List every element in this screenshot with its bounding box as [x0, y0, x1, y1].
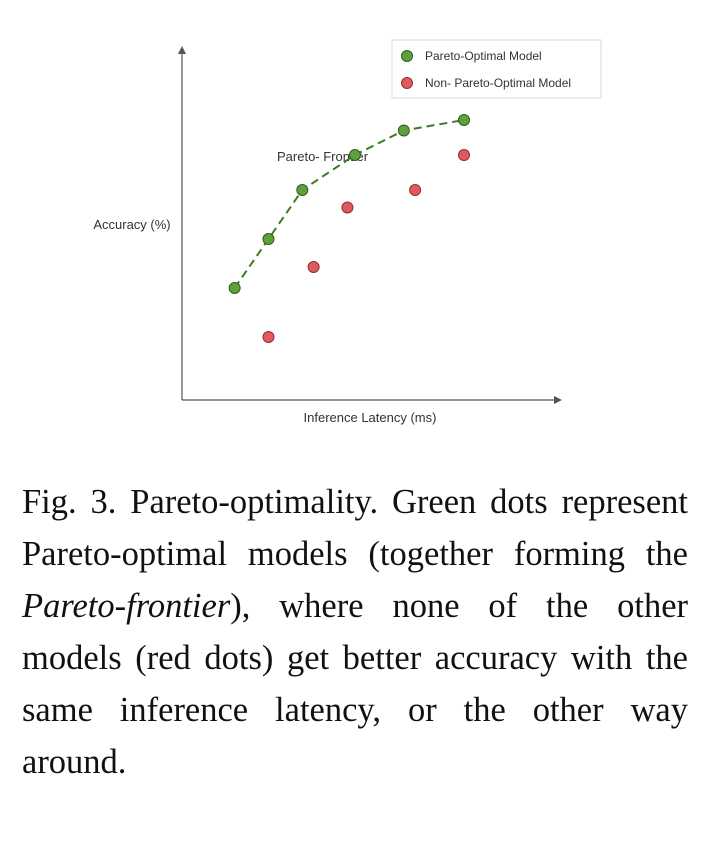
caption-emphasis: Pareto-frontier: [22, 587, 231, 625]
legend: Pareto-Optimal Model Non- Pareto-Optimal …: [391, 39, 602, 99]
x-axis-label: Inference Latency (ms): [304, 410, 437, 425]
non-pareto-point-3: [341, 201, 354, 214]
pareto-point-1: [228, 282, 241, 294]
pareto-point-4: [348, 149, 361, 161]
pareto-point-2: [262, 233, 275, 245]
legend-label-non-pareto: Non- Pareto-Optimal Model: [425, 76, 571, 90]
non-pareto-point-5: [458, 149, 470, 161]
legend-box: [391, 39, 602, 99]
pareto-frontier-line: [233, 119, 465, 289]
y-axis-label: Accuracy (%): [93, 217, 170, 232]
legend-marker-non-pareto: [401, 77, 413, 89]
non-pareto-point-2: [307, 261, 320, 273]
non-pareto-point-4: [409, 184, 422, 196]
series-layer: [228, 114, 470, 343]
pareto-point-3: [296, 184, 309, 196]
pareto-point-6: [458, 114, 470, 126]
caption-suffix: ), where none of the other models (red d…: [22, 587, 688, 781]
pareto-point-5: [397, 124, 410, 137]
legend-marker-pareto: [401, 50, 413, 62]
caption-prefix: Fig. 3. Pareto-optimality. Green dots re…: [22, 483, 688, 573]
pareto-chart: Inference Latency (ms) Accuracy (%) Pare…: [93, 39, 602, 425]
figure-caption: Fig. 3. Pareto-optimality. Green dots re…: [22, 476, 688, 788]
chart-svg: Inference Latency (ms) Accuracy (%) Pare…: [93, 39, 602, 425]
legend-label-pareto: Pareto-Optimal Model: [425, 49, 542, 63]
non-pareto-point-1: [262, 331, 275, 343]
